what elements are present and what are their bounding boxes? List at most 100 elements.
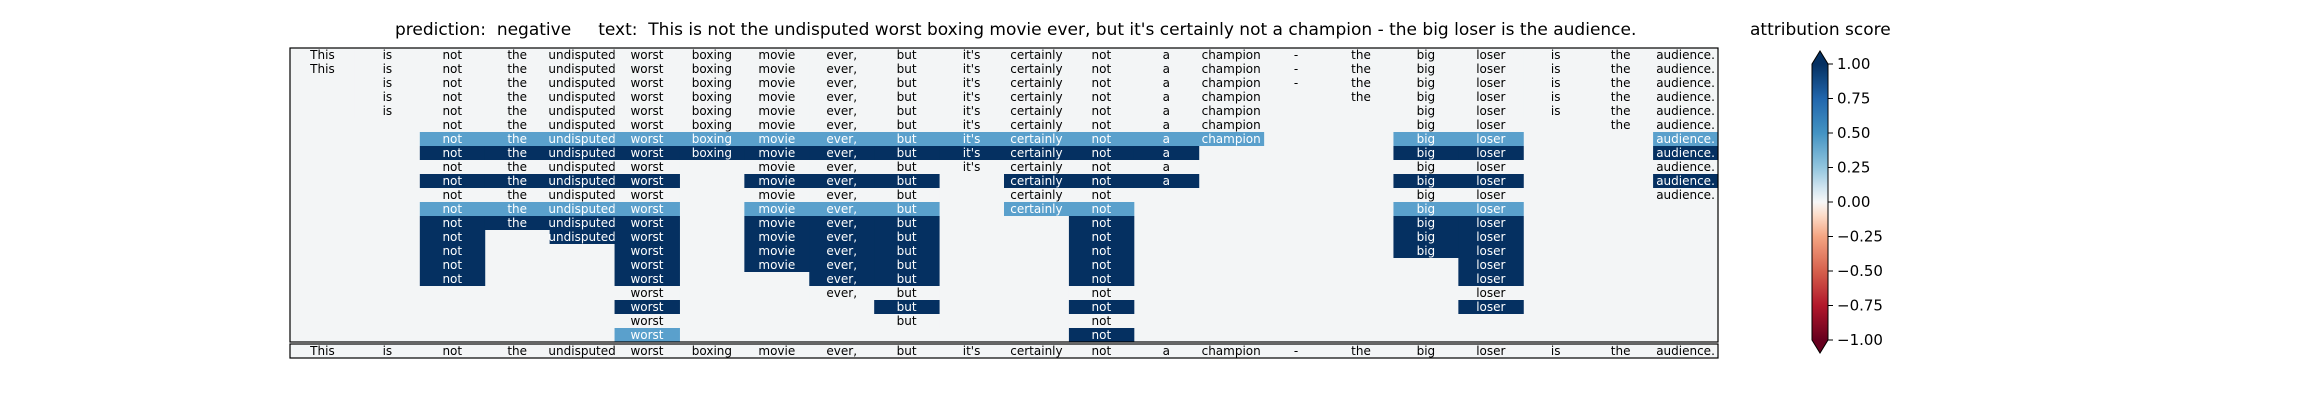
cell-token-label: worst: [630, 314, 663, 328]
cell-token-label: loser: [1476, 286, 1505, 300]
cell-token-label: ever,: [826, 202, 857, 216]
cell-token-label: loser: [1476, 62, 1505, 76]
heatmap-cell: [939, 160, 1005, 174]
heatmap-cell: [419, 48, 486, 62]
heatmap-cell: [744, 132, 810, 146]
cell-token-label: it's: [963, 118, 981, 132]
heatmap-cell: [1458, 230, 1524, 244]
heatmap-cell: [1588, 118, 1654, 132]
heatmap-cell: [809, 160, 875, 174]
heatmap-cell: [484, 216, 551, 230]
bottom-token-label: the: [1351, 344, 1371, 358]
heatmap-cell: [744, 90, 810, 104]
heatmap-cell: [1458, 202, 1524, 216]
cell-token-label: the: [1611, 48, 1631, 62]
heatmap-cell: [484, 104, 551, 118]
heatmap-cell: [1458, 216, 1524, 230]
cell-token-label: the: [507, 132, 527, 146]
cell-token-label: worst: [630, 118, 663, 132]
heatmap-cell: [1133, 90, 1200, 104]
heatmap-cell: [1068, 132, 1135, 146]
cell-token-label: big: [1417, 202, 1436, 216]
bottom-token-label: big: [1417, 344, 1436, 358]
cell-token-label: big: [1417, 174, 1436, 188]
cell-token-label: big: [1417, 90, 1436, 104]
heatmap-cell: [1198, 118, 1265, 132]
heatmap-cell: [549, 174, 616, 188]
heatmap-cell: [614, 62, 680, 76]
bottom-token-row: This is not the undisputed worst boxing movie ev…: [290, 344, 1718, 358]
heatmap-cell: [354, 48, 421, 62]
cell-token-label: undisputed: [548, 48, 615, 62]
heatmap-cell: [484, 202, 551, 216]
heatmap-cell: [1004, 118, 1070, 132]
heatmap-cell: [809, 272, 875, 286]
heatmap-cell: [1004, 76, 1070, 90]
cell-token-label: audience.: [1656, 118, 1715, 132]
heatmap-cell: [1393, 202, 1459, 216]
heatmap-cell: [1068, 104, 1135, 118]
colorbar-tick-label: 1.00: [1837, 55, 1870, 73]
cell-token-label: ever,: [826, 62, 857, 76]
cell-token-label: ever,: [826, 132, 857, 146]
heatmap-cell: [809, 188, 875, 202]
cell-token-label: worst: [630, 132, 663, 146]
cell-token-label: not: [1092, 132, 1112, 146]
heatmap-cell: [419, 174, 486, 188]
cell-token-label: loser: [1476, 300, 1505, 314]
cell-token-label: the: [507, 174, 527, 188]
heatmap-cell: [614, 202, 680, 216]
cell-token-label: undisputed: [548, 160, 615, 174]
heatmap-cell: [874, 104, 940, 118]
heatmap-cell: [419, 188, 486, 202]
cell-token-label: movie: [758, 146, 795, 160]
cell-token-label: certainly: [1010, 104, 1062, 118]
heatmap-cell: [549, 90, 616, 104]
bottom-token-label: movie: [758, 344, 795, 358]
bottom-token-label: boxing: [692, 344, 732, 358]
heatmap-cell: [1328, 90, 1394, 104]
bottom-token-label: the: [507, 344, 527, 358]
heatmap-cell: [1068, 230, 1135, 244]
colorbar: 1.00 0.75 0.50 0.25 0.00 −0.25 −0.50 −0.75 −1.00: [1811, 50, 1883, 354]
cell-token-label: not: [1092, 104, 1112, 118]
cell-token-label: ever,: [826, 90, 857, 104]
heatmap-cell: [1068, 188, 1135, 202]
heatmap-cell: [1653, 62, 1719, 76]
cell-token-label: the: [1611, 76, 1631, 90]
heatmap-cell: [679, 62, 745, 76]
heatmap-cell: [744, 258, 810, 272]
heatmap-cell: [1328, 62, 1394, 76]
heatmap-cell: [1653, 146, 1719, 160]
heatmap-cell: [484, 118, 551, 132]
cell-token-label: it's: [963, 160, 981, 174]
cell-token-label: but: [897, 272, 917, 286]
cell-token-label: worst: [630, 328, 663, 342]
cell-token-label: the: [507, 146, 527, 160]
heatmap-cell: [1133, 160, 1200, 174]
cell-token-label: not: [1092, 300, 1112, 314]
cell-token-label: This: [309, 48, 335, 62]
cell-token-label: it's: [963, 90, 981, 104]
heatmap-cell: [1068, 314, 1135, 328]
cell-token-label: not: [442, 118, 462, 132]
heatmap-cell: [1198, 90, 1265, 104]
colorbar-tick-label: 0.25: [1837, 159, 1870, 177]
cell-token-label: undisputed: [548, 230, 615, 244]
cell-token-label: worst: [630, 160, 663, 174]
heatmap-cell: [614, 216, 680, 230]
cell-token-label: worst: [630, 174, 663, 188]
cell-token-label: loser: [1476, 216, 1505, 230]
cell-token-label: ever,: [826, 48, 857, 62]
bottom-token-label: but: [897, 344, 917, 358]
colorbar-tick-label: −0.75: [1837, 297, 1883, 315]
cell-token-label: certainly: [1010, 174, 1062, 188]
heatmap-cell: [419, 118, 486, 132]
cell-token-label: is: [383, 76, 393, 90]
heatmap-cell: [549, 216, 616, 230]
heatmap-cell: [614, 314, 680, 328]
heatmap-cell: [874, 244, 940, 258]
cell-token-label: worst: [630, 76, 663, 90]
colorbar-tick-label: 0.50: [1837, 124, 1870, 142]
heatmap-cell: [549, 62, 616, 76]
